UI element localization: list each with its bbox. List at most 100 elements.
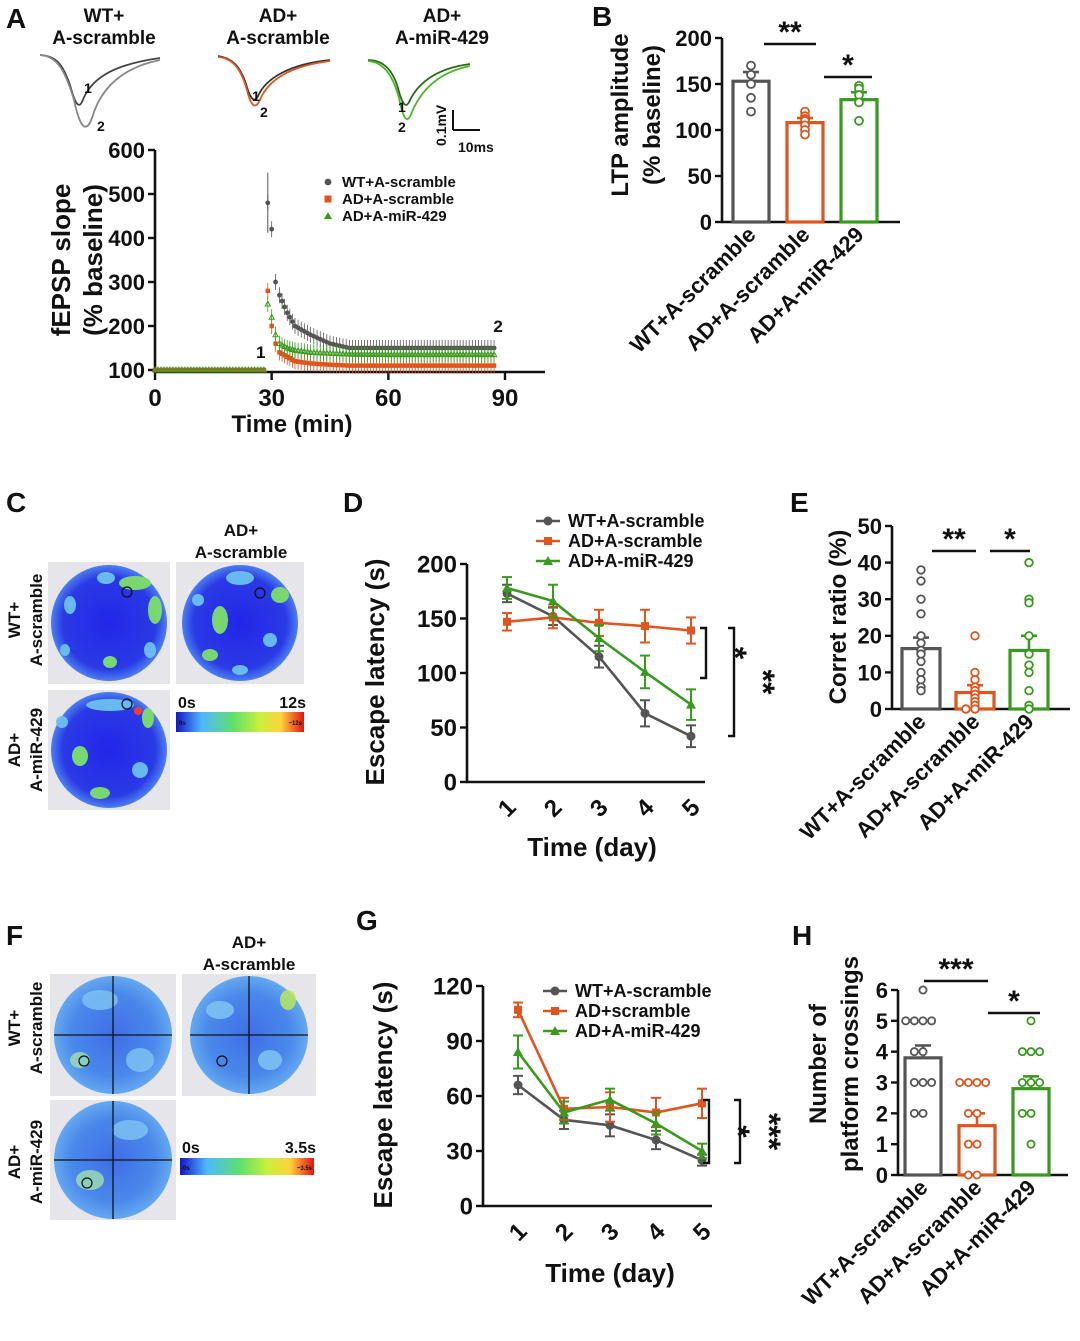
b-sig-label: * bbox=[842, 49, 854, 82]
a-point-ad bbox=[302, 360, 307, 365]
a-point-ad bbox=[255, 367, 260, 373]
a-point-ad bbox=[488, 363, 494, 368]
trace-ad-1 bbox=[217, 55, 331, 101]
a-point-mir bbox=[326, 349, 334, 356]
trace-wt-1 bbox=[39, 54, 161, 106]
a-mark-1: 1 bbox=[256, 343, 265, 362]
b-y-tick-label: 150 bbox=[675, 72, 712, 97]
trace-mark-mir-1: 1 bbox=[398, 99, 406, 115]
panel-letter-b: B bbox=[592, 1, 612, 32]
e-point bbox=[1024, 667, 1034, 678]
h-point bbox=[901, 1016, 911, 1026]
d-point-wt bbox=[686, 731, 696, 741]
b-point bbox=[746, 92, 756, 103]
a-point-ad bbox=[347, 363, 352, 368]
a-point-ad bbox=[362, 363, 367, 368]
a-point-ad bbox=[182, 367, 188, 373]
a-point-ad bbox=[473, 363, 478, 368]
a-point-ad bbox=[445, 363, 451, 368]
g-y-tick-label: 30 bbox=[446, 1139, 473, 1166]
trace-mark-mir-2: 2 bbox=[398, 119, 406, 135]
a-point-ad bbox=[389, 363, 394, 368]
a-point-ad bbox=[404, 363, 409, 368]
panel-f: F AD+ A-scramble WT+ A-scramble AD+ A-mi… bbox=[5, 920, 316, 1220]
a-point-ad bbox=[377, 363, 382, 368]
b-point bbox=[746, 60, 756, 71]
trace-mir-2 bbox=[367, 60, 471, 120]
a-point-ad bbox=[374, 363, 379, 368]
a-point-ad bbox=[413, 363, 418, 368]
a-x-tick-label: 30 bbox=[258, 385, 285, 412]
g-point-wt bbox=[651, 1135, 661, 1145]
h-ylabel-2: platform crossings bbox=[837, 956, 864, 1172]
a-point-ad bbox=[433, 363, 439, 368]
e-point bbox=[916, 594, 926, 604]
a-point-ad bbox=[224, 367, 229, 373]
e-point bbox=[961, 704, 971, 714]
e-point bbox=[916, 686, 926, 696]
h-point bbox=[1026, 1078, 1036, 1088]
c-scale-min: 0s bbox=[178, 695, 196, 712]
trace-title-mir-1: AD+ bbox=[423, 6, 462, 27]
b-point bbox=[746, 79, 756, 89]
a-x-tick-label: 90 bbox=[492, 385, 519, 412]
a-point-ad bbox=[206, 367, 212, 373]
a-legend-marker-wt bbox=[324, 178, 332, 186]
a-point-ad bbox=[269, 323, 274, 329]
a-point-ad bbox=[353, 363, 358, 368]
e-point bbox=[970, 631, 980, 641]
scalebar-v-label: 0.1mV bbox=[433, 104, 449, 146]
d-legend-marker-mir bbox=[543, 556, 553, 565]
a-legend-marker-ad bbox=[324, 195, 332, 203]
c-scale-max: 12s bbox=[279, 695, 306, 712]
trace-ad-2 bbox=[217, 56, 331, 107]
f-title-mir-2: A-miR-429 bbox=[27, 1120, 46, 1204]
g-x-tick-label: 5 bbox=[688, 1218, 717, 1247]
d-y-tick-label: 50 bbox=[430, 715, 457, 742]
a-point-mir bbox=[276, 339, 283, 347]
d-y-tick-label: 100 bbox=[417, 661, 457, 688]
a-point-ad bbox=[221, 367, 227, 373]
e-y-tick-label: 20 bbox=[858, 624, 882, 649]
h-y-tick-label: 3 bbox=[876, 1070, 888, 1095]
panel-letter-a: A bbox=[6, 3, 26, 34]
a-y-tick-label: 500 bbox=[108, 182, 145, 207]
a-point-ad bbox=[327, 362, 333, 367]
b-point bbox=[800, 129, 810, 140]
a-point-ad bbox=[282, 353, 287, 358]
a-point-wt bbox=[282, 304, 288, 310]
h-y-tick-label: 1 bbox=[876, 1132, 888, 1157]
panel-a: A WT+ A-scramble AD+ A-scramble AD+ A-mi… bbox=[6, 3, 545, 438]
c-title-wt-1: WT+ bbox=[5, 602, 24, 638]
g-sig-label: *** bbox=[751, 1113, 787, 1151]
plot-d: 0 50 100 150 200 1 2 3 4 5 WT+A-scrambleAD+A-scram… bbox=[417, 511, 781, 823]
a-point-ad bbox=[258, 367, 263, 373]
a-point-ad bbox=[185, 367, 191, 373]
g-x-tick-label: 2 bbox=[550, 1218, 579, 1247]
h-y-tick-label: 5 bbox=[876, 1009, 888, 1034]
e-point bbox=[1024, 598, 1034, 608]
c-title-ad-2: A-scramble bbox=[195, 543, 288, 562]
a-point-ad bbox=[431, 363, 436, 368]
heatmap-c-ad-hotspots bbox=[192, 571, 289, 675]
a-point-ad bbox=[292, 359, 298, 364]
a-point-ad bbox=[230, 367, 235, 373]
h-point bbox=[918, 1108, 928, 1118]
a-point-wt bbox=[279, 298, 285, 304]
a-point-ad bbox=[321, 362, 326, 367]
a-point-ad bbox=[356, 363, 361, 368]
a-point-ad bbox=[314, 361, 320, 367]
e-point bbox=[1024, 649, 1034, 659]
g-point-mir bbox=[559, 1107, 569, 1117]
a-point-ad bbox=[287, 356, 293, 361]
g-legend-marker-ad bbox=[551, 1007, 559, 1015]
platform-marker-f-mir bbox=[81, 1177, 93, 1189]
e-sig-label: ** bbox=[942, 523, 966, 556]
h-point bbox=[1035, 1047, 1045, 1057]
a-point-mir bbox=[342, 350, 350, 357]
a-point-ad bbox=[401, 363, 406, 368]
a-point-wt bbox=[277, 292, 282, 298]
g-sig-bracket bbox=[734, 1098, 742, 1165]
a-point-ad bbox=[380, 363, 385, 368]
b-point bbox=[854, 97, 864, 108]
